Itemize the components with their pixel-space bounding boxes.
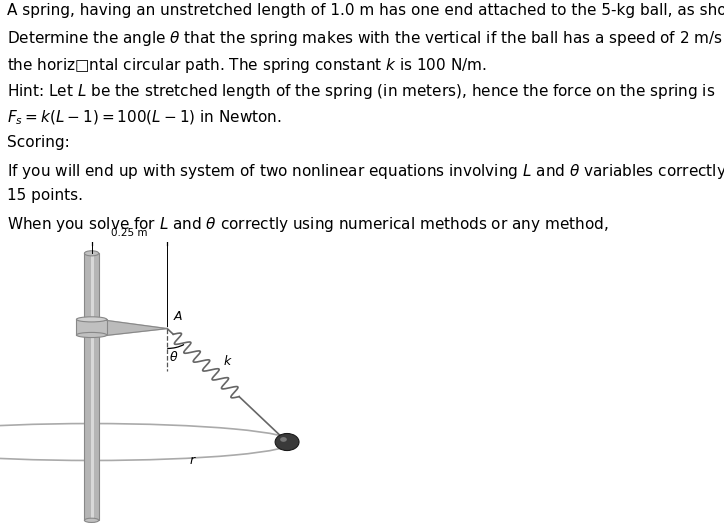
Text: Scoring:: Scoring:	[7, 135, 70, 150]
Ellipse shape	[85, 518, 98, 522]
Text: When you solve for $L$ and $\theta$ correctly using numerical methods or any met: When you solve for $L$ and $\theta$ corr…	[7, 215, 609, 234]
Text: 15 points.: 15 points.	[7, 188, 83, 203]
Text: A spring, having an unstretched length of 1.0 m has one end attached to the 5-kg: A spring, having an unstretched length o…	[7, 3, 724, 17]
Ellipse shape	[77, 317, 106, 322]
Text: $\theta$: $\theta$	[169, 350, 178, 364]
Text: $k$: $k$	[223, 354, 232, 368]
Polygon shape	[104, 320, 167, 336]
Ellipse shape	[77, 332, 106, 338]
Circle shape	[280, 437, 287, 442]
Text: If you will end up with system of two nonlinear equations involving $L$ and $\th: If you will end up with system of two no…	[7, 161, 724, 180]
Circle shape	[275, 433, 299, 451]
Bar	[77, 319, 106, 335]
Text: the horiz□ntal circular path. The spring constant $k$ is 100 N/m.: the horiz□ntal circular path. The spring…	[7, 56, 487, 75]
Ellipse shape	[85, 251, 98, 256]
Text: $A$: $A$	[173, 310, 184, 323]
Bar	[90, 254, 93, 520]
Bar	[85, 254, 98, 520]
Text: $r$: $r$	[190, 454, 197, 467]
Text: 0.25 m: 0.25 m	[111, 228, 148, 238]
Text: Determine the angle $\theta$ that the spring makes with the vertical if the ball: Determine the angle $\theta$ that the sp…	[7, 29, 724, 48]
Text: Hint: Let $L$ be the stretched length of the spring (in meters), hence the force: Hint: Let $L$ be the stretched length of…	[7, 82, 715, 101]
Text: $F_s = k(L-1) = 100(L-1)$ in Newton.: $F_s = k(L-1) = 100(L-1)$ in Newton.	[7, 108, 282, 127]
